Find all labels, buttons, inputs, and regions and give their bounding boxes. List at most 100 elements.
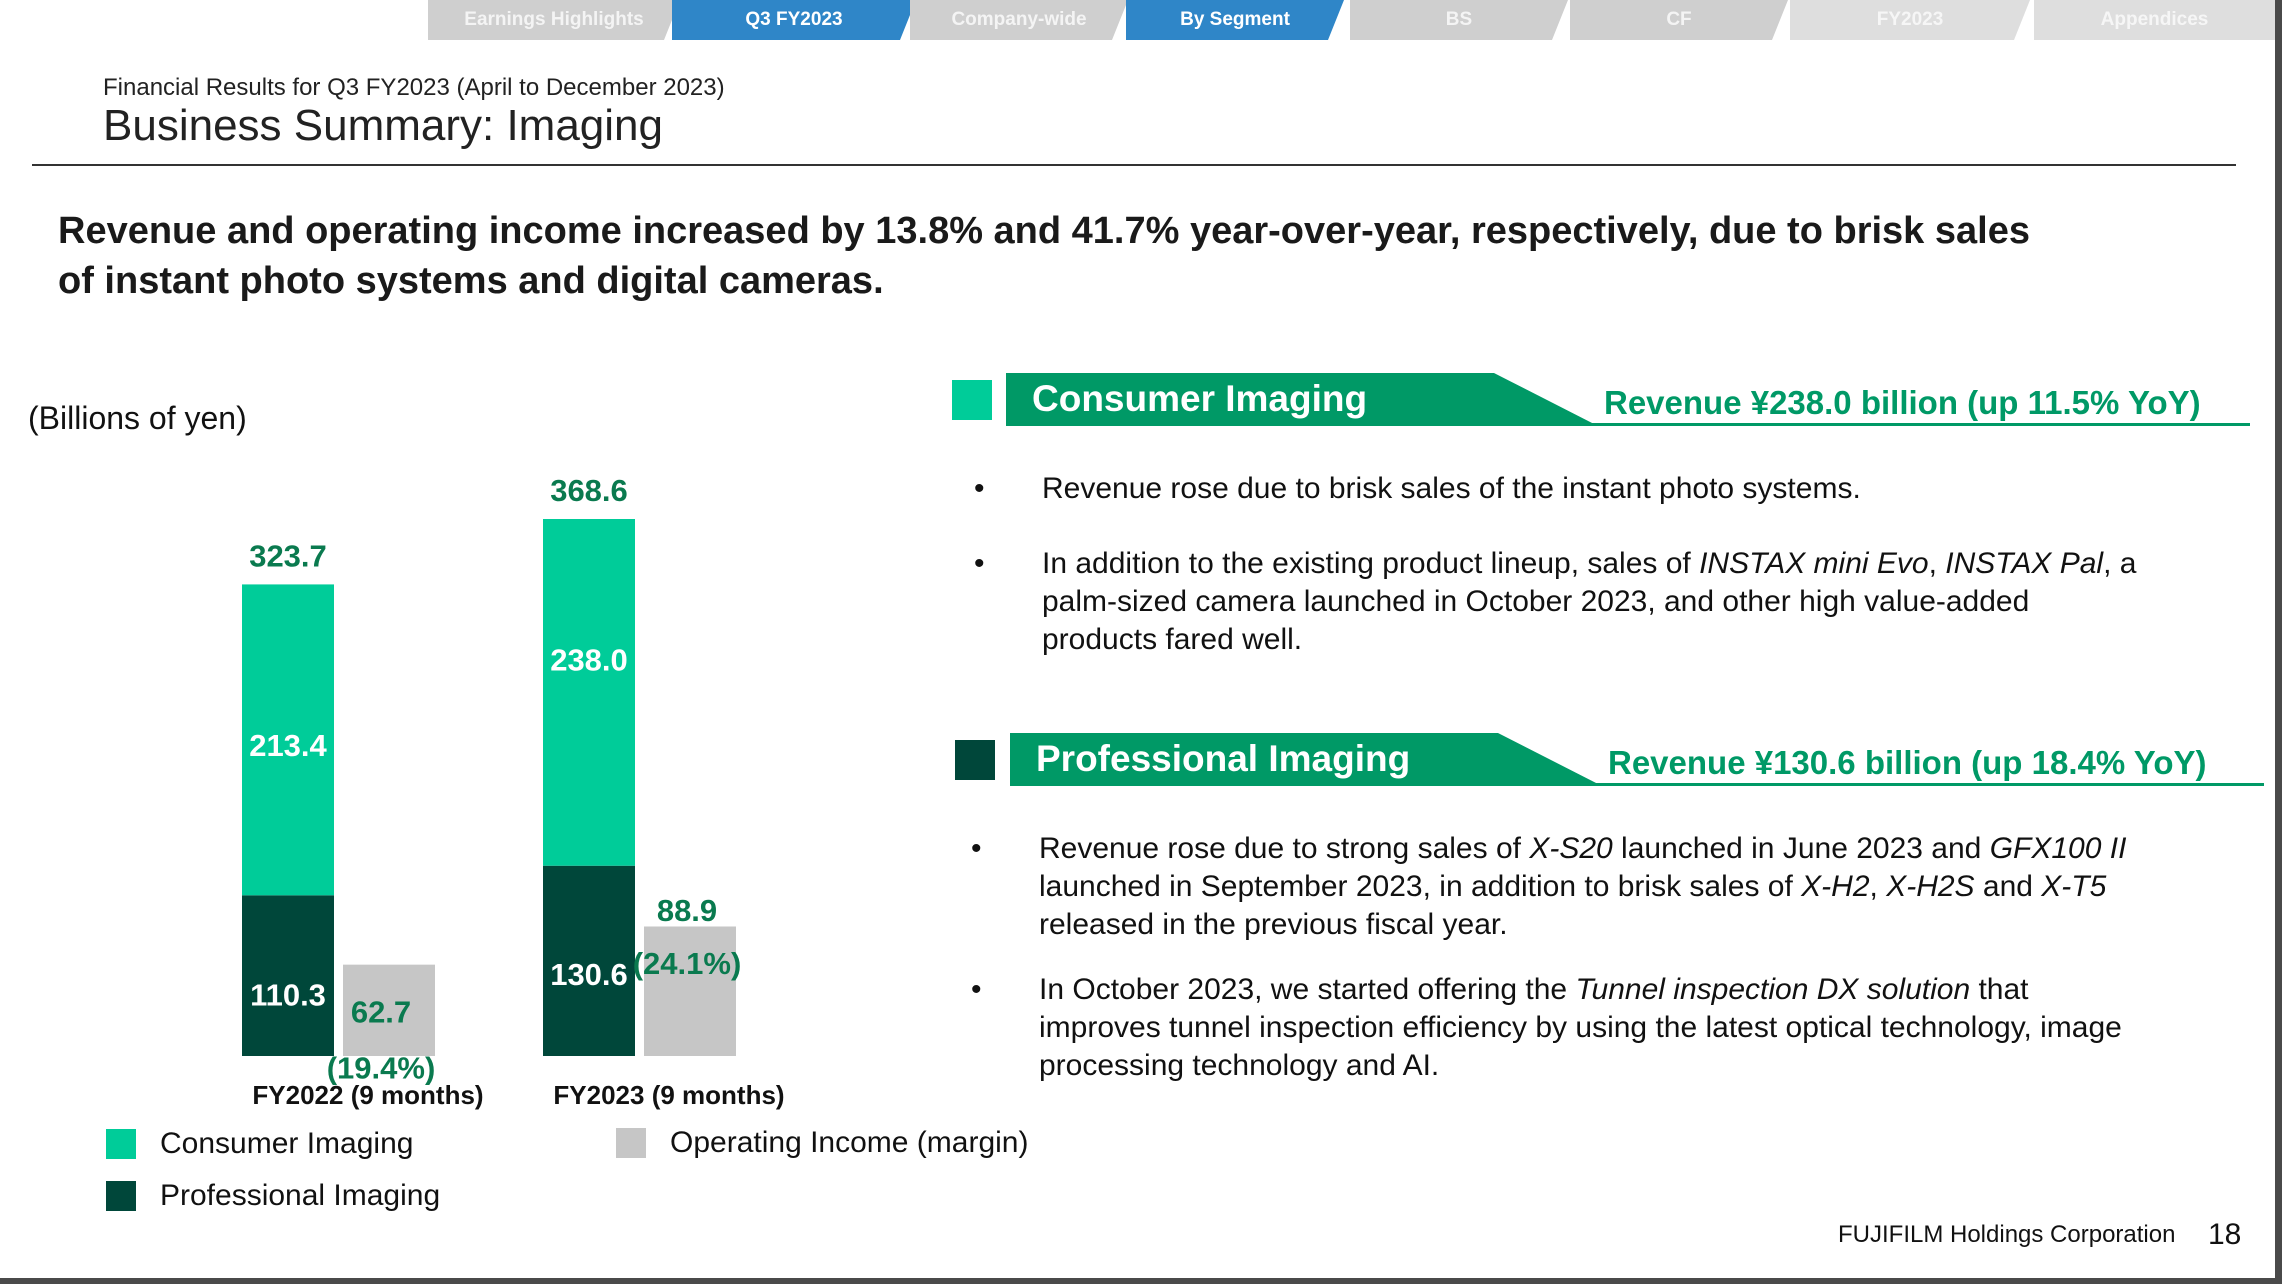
revenue-income-chart: 323.7 213.4 110.3 62.7 (19.4%)FY2022 (9 mont… <box>242 473 785 1110</box>
title-divider <box>32 164 2236 166</box>
consumer-bullet-1: • Revenue rose due to brisk sales of the… <box>974 470 1861 508</box>
tab-bs[interactable]: BS <box>1350 0 1568 40</box>
product-name: X-H2 <box>1801 870 1870 903</box>
bullet-dot: • <box>971 973 982 1006</box>
page-title: Business Summary: Imaging <box>103 101 663 150</box>
bullet-line-2: palm-sized camera launched in October 20… <box>1042 585 2030 618</box>
bullet-text: , <box>1928 547 1946 580</box>
section-tab-bar: Earnings Highlights Q3 FY2023 Company-wi… <box>0 0 2275 42</box>
bullet-line-1: In addition to the existing product line… <box>1042 545 2136 583</box>
bar-operating-income <box>644 926 736 1056</box>
label-operating-income: 62.7 <box>351 994 411 1029</box>
legend-label: Operating Income (margin) <box>670 1126 1029 1159</box>
tab-by-segment[interactable]: By Segment <box>1126 0 1344 40</box>
headline-line-2: of instant photo systems and digital cam… <box>58 260 884 302</box>
bullet-line-3: processing technology and AI. <box>1039 1049 1440 1082</box>
product-name: X-H2S <box>1886 870 1975 903</box>
label-total-revenue: 368.6 <box>550 473 628 508</box>
label-professional-value: 110.3 <box>250 978 326 1013</box>
tab-cf[interactable]: CF <box>1570 0 1788 40</box>
bullet-line-3: released in the previous fiscal year. <box>1039 908 1508 941</box>
bullet-line-3: products fared well. <box>1042 623 1303 656</box>
tab-label: By Segment <box>1180 9 1290 30</box>
tab-label: BS <box>1445 9 1473 30</box>
professional-segment-revenue: Revenue ¥130.6 billion (up 18.4% YoY) <box>1608 744 2207 781</box>
label-consumer-value: 213.4 <box>249 728 327 763</box>
bullet-text: In October 2023, we started offering the <box>1039 973 1576 1006</box>
tab-label: FY2023 <box>1876 9 1944 30</box>
bullet-text: , a <box>2103 547 2137 580</box>
label-operating-margin: (19.4%) <box>327 1050 436 1085</box>
bullet-text: launched in September 2023, in addition … <box>1039 870 1802 903</box>
tab-label: Appendices <box>2100 9 2209 30</box>
bar-operating-income <box>343 964 435 1056</box>
bullet-text: In addition to the existing product line… <box>1042 547 1700 580</box>
bar-professional-imaging <box>543 865 635 1056</box>
product-name: INSTAX Pal <box>1945 547 2104 580</box>
bar-consumer-imaging <box>242 584 334 896</box>
tab-earnings-highlights[interactable]: Earnings Highlights <box>428 0 680 40</box>
consumer-segment-band: Consumer Imaging <box>1006 373 1596 425</box>
bullet-text: , <box>1869 870 1887 903</box>
product-name: X-T5 <box>2041 870 2107 903</box>
page-number: 18 <box>2208 1218 2242 1251</box>
bar-professional-imaging <box>242 895 334 1056</box>
professional-segment-rule <box>1010 783 2264 786</box>
legend-swatch-consumer <box>106 1129 136 1159</box>
bullet-text: that <box>1970 973 2029 1006</box>
category-label: FY2022 (9 months) <box>252 1080 483 1110</box>
chart-units-label: (Billions of yen) <box>28 400 247 436</box>
legend-consumer-imaging: Consumer Imaging <box>106 1127 413 1161</box>
tab-label: CF <box>1666 9 1692 30</box>
tab-label: Company-wide <box>951 9 1087 30</box>
legend-swatch-professional <box>106 1181 136 1211</box>
product-name: X-S20 <box>1529 832 1613 865</box>
professional-bullet-2: • In October 2023, we started offering t… <box>971 971 2122 1085</box>
product-name: INSTAX mini Evo <box>1699 547 1929 580</box>
footer-company: FUJIFILM Holdings Corporation <box>1838 1221 2176 1248</box>
bullet-line-2: launched in September 2023, in addition … <box>1039 868 2126 906</box>
legend-label: Consumer Imaging <box>160 1127 414 1160</box>
legend-operating-income: Operating Income (margin) <box>616 1126 1028 1160</box>
bullet-line-1: Revenue rose due to strong sales of X-S2… <box>1039 830 2126 868</box>
bar-consumer-imaging <box>543 519 635 866</box>
category-label: FY2023 (9 months) <box>553 1080 784 1110</box>
tab-appendices[interactable]: Appendices <box>2034 0 2275 40</box>
label-consumer-value: 238.0 <box>550 642 628 677</box>
legend-swatch-income <box>616 1128 646 1158</box>
label-operating-income: 88.9 <box>657 893 717 928</box>
legend-professional-imaging: Professional Imaging <box>106 1179 440 1213</box>
label-operating-margin: (24.1%) <box>633 946 742 981</box>
bullet-text: Revenue rose due to strong sales of <box>1039 832 1530 865</box>
bullet-text: Revenue rose due to brisk sales of the i… <box>1042 472 1861 505</box>
tab-fy2023[interactable]: FY2023 <box>1790 0 2030 40</box>
label-total-revenue: 323.7 <box>249 538 327 573</box>
page-subtitle: Financial Results for Q3 FY2023 (April t… <box>103 74 725 101</box>
tab-label: Q3 FY2023 <box>745 9 843 30</box>
consumer-segment-title: Consumer Imaging <box>1032 378 1368 419</box>
legend-label: Professional Imaging <box>160 1179 441 1212</box>
professional-segment-band: Professional Imaging <box>1010 733 1600 785</box>
headline: Revenue and operating income increased b… <box>58 206 2218 306</box>
professional-segment-title: Professional Imaging <box>1036 738 1411 779</box>
professional-segment-square <box>955 740 995 780</box>
label-professional-value: 130.6 <box>550 957 628 992</box>
consumer-bullet-2: • In addition to the existing product li… <box>974 545 2136 659</box>
tab-q3-fy2023[interactable]: Q3 FY2023 <box>672 0 916 40</box>
consumer-segment-square <box>952 380 992 420</box>
professional-bullet-1: • Revenue rose due to strong sales of X-… <box>971 830 2126 944</box>
solution-name: Tunnel inspection DX solution <box>1575 973 1971 1006</box>
bullet-dot: • <box>971 832 982 865</box>
bullet-line-1: In October 2023, we started offering the… <box>1039 971 2122 1009</box>
consumer-segment-revenue: Revenue ¥238.0 billion (up 11.5% YoY) <box>1604 384 2201 421</box>
bullet-text: launched in June 2023 and <box>1612 832 1990 865</box>
product-name: GFX100 II <box>1989 832 2127 865</box>
bullet-dot: • <box>974 547 985 580</box>
consumer-segment-rule <box>1006 423 2250 426</box>
bullet-line-2: improves tunnel inspection efficiency by… <box>1039 1011 2122 1044</box>
headline-line-1: Revenue and operating income increased b… <box>58 210 2030 252</box>
tab-company-wide[interactable]: Company-wide <box>910 0 1128 40</box>
tab-label: Earnings Highlights <box>464 9 644 30</box>
bullet-text: and <box>1974 870 2042 903</box>
